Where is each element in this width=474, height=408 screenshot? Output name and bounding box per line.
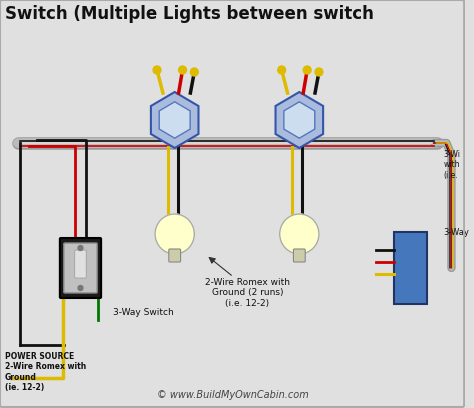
Polygon shape xyxy=(284,102,315,138)
Circle shape xyxy=(280,214,319,254)
Circle shape xyxy=(315,68,323,76)
Text: 3-Wi
with
(i.e.: 3-Wi with (i.e. xyxy=(444,150,461,180)
Circle shape xyxy=(78,286,83,290)
Polygon shape xyxy=(151,92,199,148)
Circle shape xyxy=(303,66,311,74)
Text: 3-Way: 3-Way xyxy=(444,228,469,237)
FancyBboxPatch shape xyxy=(74,250,86,278)
Circle shape xyxy=(278,66,285,74)
Polygon shape xyxy=(275,92,323,148)
Circle shape xyxy=(191,68,198,76)
FancyBboxPatch shape xyxy=(64,243,97,293)
Text: 3-Way Switch: 3-Way Switch xyxy=(113,308,173,317)
Text: © www.BuildMyOwnCabin.com: © www.BuildMyOwnCabin.com xyxy=(157,390,309,400)
FancyBboxPatch shape xyxy=(393,232,427,304)
Polygon shape xyxy=(159,102,190,138)
FancyBboxPatch shape xyxy=(169,249,181,262)
FancyBboxPatch shape xyxy=(293,249,305,262)
Circle shape xyxy=(155,214,194,254)
Text: Switch (Multiple Lights between switch: Switch (Multiple Lights between switch xyxy=(5,5,374,23)
Circle shape xyxy=(153,66,161,74)
Text: POWER SOURCE
2-Wire Romex with
Ground
(ie. 12-2): POWER SOURCE 2-Wire Romex with Ground (i… xyxy=(5,352,86,392)
Text: 2-Wire Romex with
Ground (2 runs)
(i.e. 12-2): 2-Wire Romex with Ground (2 runs) (i.e. … xyxy=(205,278,290,308)
Circle shape xyxy=(179,66,186,74)
FancyBboxPatch shape xyxy=(60,238,101,298)
Circle shape xyxy=(78,246,83,251)
